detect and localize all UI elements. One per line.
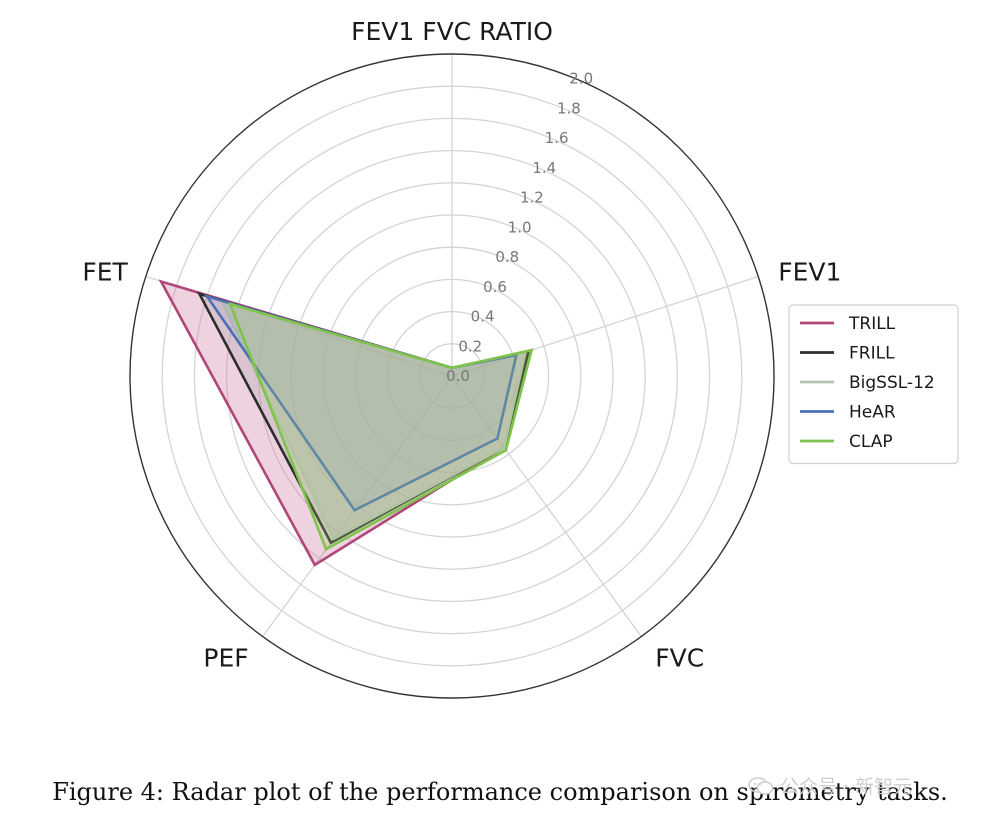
data-point bbox=[314, 564, 316, 566]
radial-tick-label: 0.0 bbox=[446, 367, 470, 385]
series-outline bbox=[227, 301, 534, 552]
legend-item: HeAR bbox=[800, 403, 896, 423]
axis-label-fev1-fvc-ratio: FEV1 FVC RATIO bbox=[351, 17, 553, 46]
legend-label: FRILL bbox=[849, 344, 895, 364]
series-fill bbox=[222, 301, 526, 539]
legend-item: TRILL bbox=[800, 314, 896, 334]
radar-series-layer bbox=[158, 279, 534, 567]
data-point bbox=[496, 437, 499, 440]
radial-tick-label: 1.6 bbox=[545, 129, 569, 147]
data-point bbox=[353, 509, 356, 512]
data-point bbox=[332, 538, 335, 540]
legend-label: HeAR bbox=[849, 403, 896, 423]
legend-item: CLAP bbox=[800, 432, 893, 452]
data-point bbox=[451, 367, 453, 369]
axis-labels: FEV1 FVC RATIO FEV1 FVC PEF FET bbox=[82, 17, 841, 673]
axis-label-fev1: FEV1 bbox=[778, 258, 841, 287]
legend-label: TRILL bbox=[848, 314, 896, 334]
series-clap bbox=[227, 301, 534, 552]
radial-tick-label: 1.2 bbox=[520, 189, 544, 207]
legend: TRILL FRILL BigSSL-12 HeAR CLAP bbox=[788, 304, 959, 465]
radial-tick-label: 0.8 bbox=[495, 248, 519, 266]
legend-item: FRILL bbox=[800, 344, 895, 364]
axis-label-pef: PEF bbox=[203, 644, 248, 673]
radial-tick-label: 2.0 bbox=[569, 70, 593, 88]
legend-item: BigSSL-12 bbox=[800, 373, 935, 393]
data-point bbox=[325, 548, 327, 550]
series-fill bbox=[199, 293, 529, 543]
data-point bbox=[505, 449, 507, 452]
radial-tick-label: 1.0 bbox=[508, 218, 532, 236]
radial-tick-label: 1.4 bbox=[532, 159, 556, 177]
data-point bbox=[330, 541, 332, 544]
axis-label-fvc: FVC bbox=[655, 644, 704, 673]
series-fill bbox=[161, 281, 529, 565]
data-point bbox=[530, 349, 533, 351]
legend-label: CLAP bbox=[849, 432, 893, 452]
series-fill bbox=[230, 303, 532, 550]
spoke-line bbox=[451, 375, 642, 637]
outer-frame-ring bbox=[129, 53, 775, 699]
radial-tick-label: 0.6 bbox=[483, 278, 507, 296]
data-point bbox=[160, 280, 162, 283]
radial-tick-label: 0.4 bbox=[471, 308, 495, 326]
data-point bbox=[503, 446, 505, 449]
radar-grid bbox=[129, 53, 775, 699]
legend-label: BigSSL-12 bbox=[849, 373, 935, 393]
spoke-line bbox=[262, 375, 453, 637]
axis-label-fet: FET bbox=[82, 258, 128, 287]
figure-caption: Figure 4: Radar plot of the performance … bbox=[52, 778, 948, 806]
legend-box bbox=[788, 304, 959, 465]
wechat-icon bbox=[748, 777, 774, 795]
series-fill bbox=[207, 296, 517, 511]
data-point bbox=[206, 295, 208, 298]
spoke-line bbox=[451, 275, 759, 377]
watermark: 公众号 · 新智元 bbox=[748, 772, 912, 799]
data-point bbox=[198, 293, 201, 295]
radial-tick-labels: 0.0 0.2 0.4 0.6 0.8 1.0 1.2 1.4 1.6 1.8 2.0 bbox=[446, 70, 593, 386]
radar-chart: 0.0 0.2 0.4 0.6 0.8 1.0 1.2 1.4 1.6 1.8 2.0 FEV1 F… bbox=[82, 17, 959, 699]
radial-tick-label: 0.2 bbox=[458, 337, 482, 355]
watermark-text: 公众号 · 新智元 bbox=[780, 776, 913, 798]
data-point bbox=[229, 303, 231, 305]
radial-tick-label: 1.8 bbox=[557, 99, 581, 117]
